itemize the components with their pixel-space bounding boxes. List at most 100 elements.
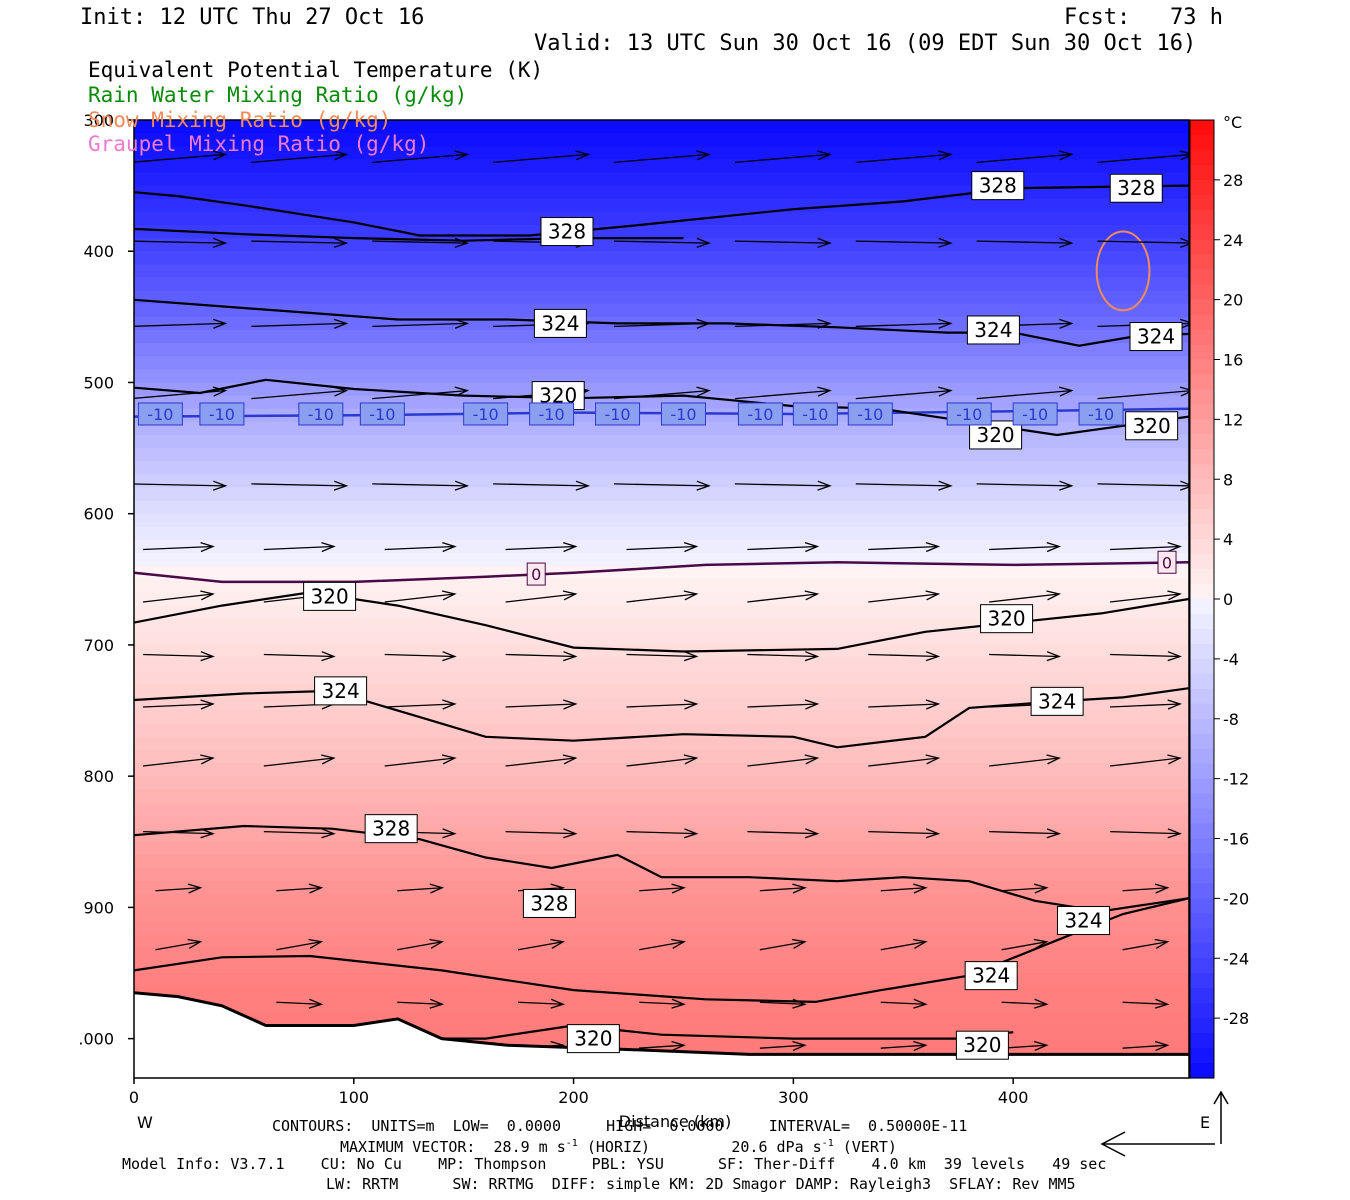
wind-vector	[759, 1040, 807, 1052]
colorbar-unit: °C	[1223, 113, 1242, 132]
temperature-band	[134, 133, 1189, 147]
colorbar-segment	[1190, 958, 1214, 974]
colorbar-segment	[1190, 658, 1214, 675]
wind-vector	[251, 150, 349, 164]
theta-e-label: 328	[522, 888, 576, 918]
colorbar-segment	[1190, 1048, 1214, 1064]
isotherm-label: -10	[529, 402, 575, 426]
isotherm-label-text: -10	[308, 405, 334, 424]
wind-vector	[626, 541, 699, 553]
wind-vector	[142, 828, 215, 839]
colorbar-segment	[1190, 179, 1214, 196]
colorbar-segment	[1190, 464, 1214, 480]
x-tick-label: 0	[129, 1088, 139, 1107]
wind-vector	[638, 998, 686, 1009]
temperature-band	[134, 303, 1189, 318]
temperature-band	[134, 211, 1189, 226]
wind-vector	[976, 150, 1074, 164]
y-tick-label: 700	[83, 636, 114, 655]
theta-e-label-text: 324	[1064, 909, 1102, 933]
temperature-band	[134, 500, 1189, 515]
wind-vector	[372, 480, 470, 491]
colorbar-segment	[1190, 149, 1214, 166]
theta-e-contour-320	[134, 378, 1189, 437]
init-time: Init: 12 UTC Thu 27 Oct 16	[80, 5, 425, 30]
temperature-band	[134, 658, 1189, 672]
wind-vector	[613, 237, 711, 248]
theta-e-label: 320	[1125, 411, 1179, 441]
theta-e-label: 328	[540, 217, 594, 247]
wind-vector	[505, 699, 578, 710]
isotherm-label-text: -10	[473, 405, 499, 424]
y-tick-label: 400	[83, 242, 114, 261]
theta-e-label-text: 328	[372, 817, 410, 841]
wind-vector	[384, 651, 457, 662]
ref-vector-vertical-head	[1213, 1090, 1229, 1105]
temperature-band	[134, 605, 1189, 620]
wind-vector	[747, 828, 820, 839]
temperature-band	[134, 933, 1189, 948]
temperature-band	[134, 671, 1189, 685]
colorbar-tick-label: 8	[1223, 470, 1233, 489]
wind-vector	[263, 754, 336, 767]
colorbar-segment	[1190, 988, 1214, 1004]
isotherm-label-text: -10	[1088, 405, 1114, 424]
wind-vector	[989, 651, 1062, 662]
isotherm-label-text: -10	[209, 405, 235, 424]
theta-e-label: 328	[1109, 173, 1163, 203]
colorbar-tick-label: -28	[1223, 1009, 1249, 1028]
wind-vector	[134, 150, 228, 163]
y-tick-label: 300	[83, 111, 114, 130]
temperature-band	[134, 684, 1189, 699]
y-tick-label: .000	[78, 1030, 114, 1049]
wind-vector	[505, 541, 578, 553]
wind-vector	[626, 828, 699, 839]
colorbar-segment	[1190, 778, 1214, 795]
colorbar: 28 24 20 16 12 8 4 0 -4 -8 -12 -16 -20 -24 -28 °C	[1189, 113, 1249, 1079]
wind-vector	[251, 237, 349, 248]
temperature-band	[134, 841, 1189, 856]
legend-theta-e: Equivalent Potential Temperature (K)	[88, 58, 544, 82]
wind-vector	[855, 386, 953, 400]
wind-vector	[134, 318, 228, 329]
colorbar-tick-label: 12	[1223, 410, 1243, 429]
terrain-mask	[134, 991, 1189, 1078]
colorbar-segment	[1190, 1063, 1214, 1079]
y-tick-label: 500	[83, 373, 114, 392]
colorbar-segment	[1190, 628, 1214, 645]
wind-vector	[142, 754, 215, 767]
colorbar-segment	[1190, 284, 1214, 301]
colorbar-segment	[1190, 554, 1214, 570]
x-axis: 0 100 200 300 400 Distance (km) W E	[129, 1078, 1210, 1132]
wind-vector	[372, 150, 470, 164]
temperature-band	[134, 369, 1189, 384]
wind-vector	[989, 754, 1062, 767]
temperature-band	[134, 763, 1189, 777]
wind-vector	[626, 651, 699, 662]
wind-vector	[155, 883, 203, 894]
wind-vector	[1097, 237, 1189, 248]
colorbar-tick-label: 4	[1223, 530, 1233, 549]
colorbar-segment	[1190, 164, 1214, 181]
wind-vector	[372, 237, 470, 248]
wind-vector	[1110, 699, 1182, 710]
colorbar-segment	[1190, 134, 1214, 151]
colorbar-segment	[1190, 389, 1214, 406]
colorbar-segment	[1190, 838, 1214, 855]
y-tick-label: 800	[83, 767, 114, 786]
colorbar-segment	[1190, 1018, 1214, 1034]
colorbar-segment	[1190, 209, 1214, 226]
colorbar-segment	[1190, 224, 1214, 241]
wind-vector	[1122, 1040, 1170, 1052]
colorbar-segment	[1190, 374, 1214, 391]
isotherm-label: -10	[595, 402, 641, 426]
theta-e-label: 324	[314, 676, 368, 706]
colorbar-segment	[1190, 943, 1214, 959]
isotherm-label-text: -10	[747, 405, 773, 424]
wind-vector	[276, 998, 324, 1009]
ref-vector-head	[1100, 1131, 1126, 1157]
x-tick-label: 300	[778, 1088, 809, 1107]
colorbar-segment	[1190, 434, 1214, 450]
colorbar-segment	[1190, 733, 1214, 750]
colorbar-segment	[1190, 314, 1214, 331]
